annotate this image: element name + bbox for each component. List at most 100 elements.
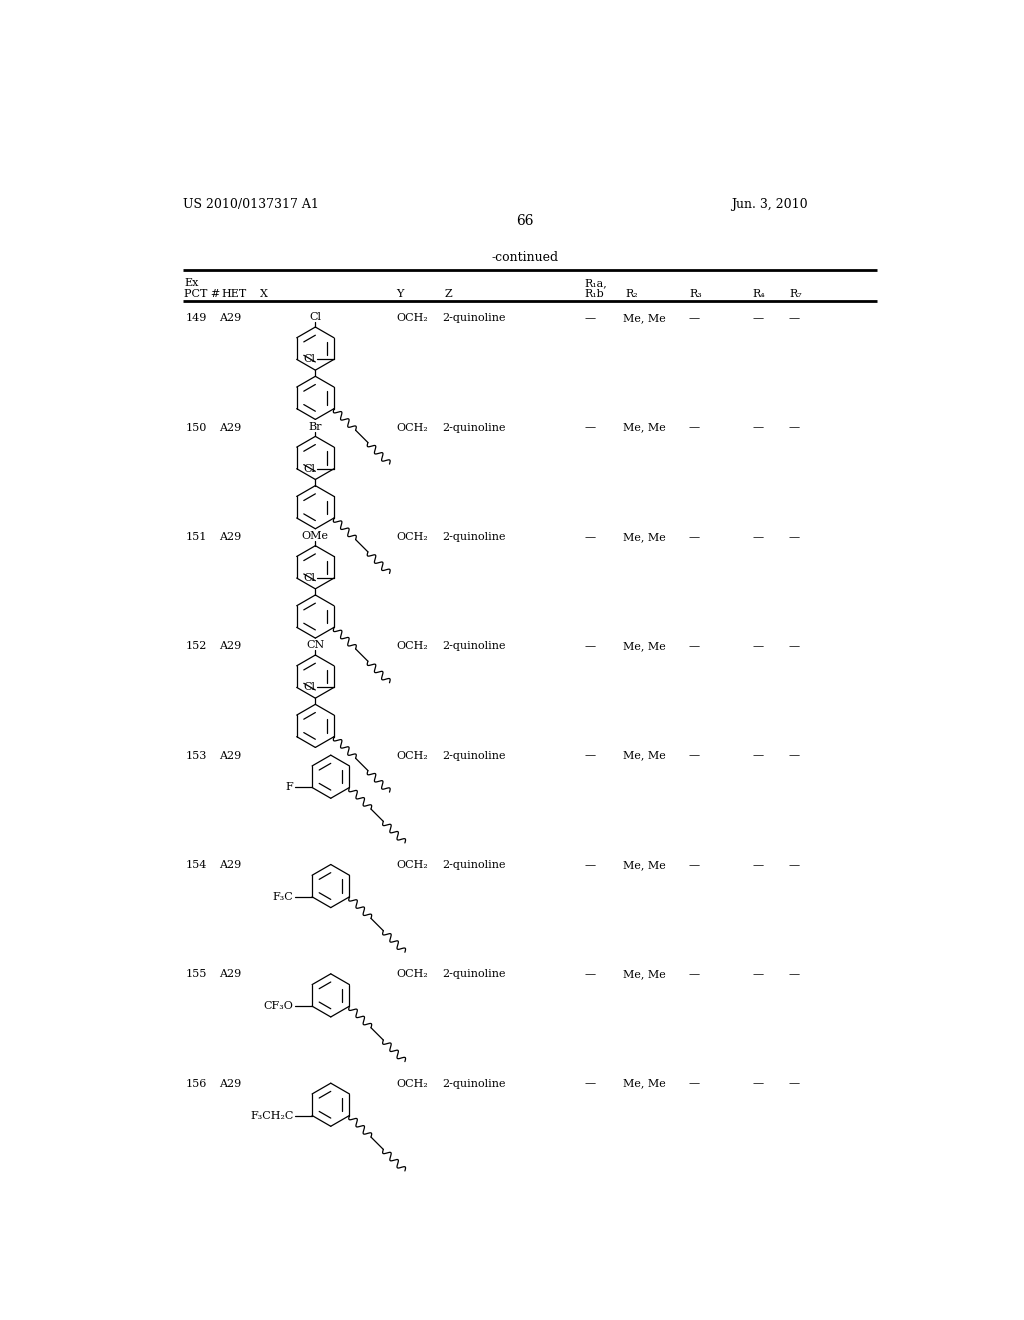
Text: —: — [585, 532, 596, 541]
Text: —: — [585, 422, 596, 433]
Text: OCH₂: OCH₂ [396, 532, 428, 541]
Text: —: — [788, 422, 800, 433]
Text: Cl: Cl [303, 354, 315, 364]
Text: 2-quinoline: 2-quinoline [442, 642, 506, 651]
Text: —: — [788, 751, 800, 760]
Text: OCH₂: OCH₂ [396, 751, 428, 760]
Text: —: — [585, 969, 596, 979]
Text: 153: 153 [186, 751, 208, 760]
Text: —: — [788, 642, 800, 651]
Text: Jun. 3, 2010: Jun. 3, 2010 [731, 198, 808, 211]
Text: A29: A29 [219, 642, 242, 651]
Text: CF₃O: CF₃O [264, 1001, 294, 1011]
Text: 2-quinoline: 2-quinoline [442, 422, 506, 433]
Text: Y: Y [396, 289, 403, 300]
Text: Ex: Ex [184, 277, 199, 288]
Text: 2-quinoline: 2-quinoline [442, 1078, 506, 1089]
Text: Br: Br [308, 422, 323, 432]
Text: F: F [286, 783, 294, 792]
Text: —: — [689, 859, 700, 870]
Text: —: — [788, 313, 800, 323]
Text: OCH₂: OCH₂ [396, 642, 428, 651]
Text: 149: 149 [186, 313, 208, 323]
Text: A29: A29 [219, 313, 242, 323]
Text: OCH₂: OCH₂ [396, 969, 428, 979]
Text: Me, Me: Me, Me [624, 532, 666, 541]
Text: 156: 156 [186, 1078, 208, 1089]
Text: —: — [753, 532, 764, 541]
Text: Z: Z [444, 289, 453, 300]
Text: —: — [788, 859, 800, 870]
Text: Me, Me: Me, Me [624, 1078, 666, 1089]
Text: X: X [260, 289, 268, 300]
Text: OCH₂: OCH₂ [396, 1078, 428, 1089]
Text: US 2010/0137317 A1: US 2010/0137317 A1 [183, 198, 318, 211]
Text: 154: 154 [186, 859, 208, 870]
Text: OMe: OMe [302, 531, 329, 541]
Text: —: — [585, 313, 596, 323]
Text: 66: 66 [516, 214, 534, 228]
Text: 2-quinoline: 2-quinoline [442, 532, 506, 541]
Text: R₂: R₂ [626, 289, 638, 300]
Text: —: — [585, 751, 596, 760]
Text: Cl: Cl [309, 313, 322, 322]
Text: R₃: R₃ [689, 289, 702, 300]
Text: OCH₂: OCH₂ [396, 859, 428, 870]
Text: —: — [689, 1078, 700, 1089]
Text: A29: A29 [219, 859, 242, 870]
Text: 152: 152 [186, 642, 208, 651]
Text: A29: A29 [219, 422, 242, 433]
Text: Cl: Cl [303, 463, 315, 474]
Text: OCH₂: OCH₂ [396, 313, 428, 323]
Text: —: — [753, 642, 764, 651]
Text: A29: A29 [219, 969, 242, 979]
Text: A29: A29 [219, 1078, 242, 1089]
Text: —: — [585, 642, 596, 651]
Text: R₁b: R₁b [585, 289, 604, 300]
Text: —: — [788, 532, 800, 541]
Text: A29: A29 [219, 532, 242, 541]
Text: Me, Me: Me, Me [624, 969, 666, 979]
Text: —: — [753, 859, 764, 870]
Text: —: — [753, 422, 764, 433]
Text: 2-quinoline: 2-quinoline [442, 859, 506, 870]
Text: R₄: R₄ [753, 289, 766, 300]
Text: Me, Me: Me, Me [624, 642, 666, 651]
Text: Cl: Cl [303, 573, 315, 583]
Text: —: — [585, 1078, 596, 1089]
Text: —: — [689, 751, 700, 760]
Text: -continued: -continued [492, 251, 558, 264]
Text: —: — [689, 422, 700, 433]
Text: —: — [753, 313, 764, 323]
Text: —: — [753, 1078, 764, 1089]
Text: —: — [753, 751, 764, 760]
Text: —: — [788, 969, 800, 979]
Text: 2-quinoline: 2-quinoline [442, 313, 506, 323]
Text: Me, Me: Me, Me [624, 313, 666, 323]
Text: Cl: Cl [303, 682, 315, 693]
Text: 2-quinoline: 2-quinoline [442, 751, 506, 760]
Text: HET: HET [221, 289, 247, 300]
Text: Me, Me: Me, Me [624, 859, 666, 870]
Text: PCT #: PCT # [184, 289, 221, 300]
Text: 155: 155 [186, 969, 208, 979]
Text: —: — [689, 642, 700, 651]
Text: 2-quinoline: 2-quinoline [442, 969, 506, 979]
Text: R₁a,: R₁a, [585, 277, 607, 288]
Text: —: — [689, 313, 700, 323]
Text: A29: A29 [219, 751, 242, 760]
Text: R₇: R₇ [790, 289, 803, 300]
Text: Me, Me: Me, Me [624, 422, 666, 433]
Text: 151: 151 [186, 532, 208, 541]
Text: Me, Me: Me, Me [624, 751, 666, 760]
Text: CN: CN [306, 640, 325, 651]
Text: —: — [585, 859, 596, 870]
Text: 150: 150 [186, 422, 208, 433]
Text: F₃CH₂C: F₃CH₂C [250, 1110, 294, 1121]
Text: —: — [753, 969, 764, 979]
Text: F₃C: F₃C [272, 892, 294, 902]
Text: —: — [788, 1078, 800, 1089]
Text: —: — [689, 532, 700, 541]
Text: OCH₂: OCH₂ [396, 422, 428, 433]
Text: —: — [689, 969, 700, 979]
